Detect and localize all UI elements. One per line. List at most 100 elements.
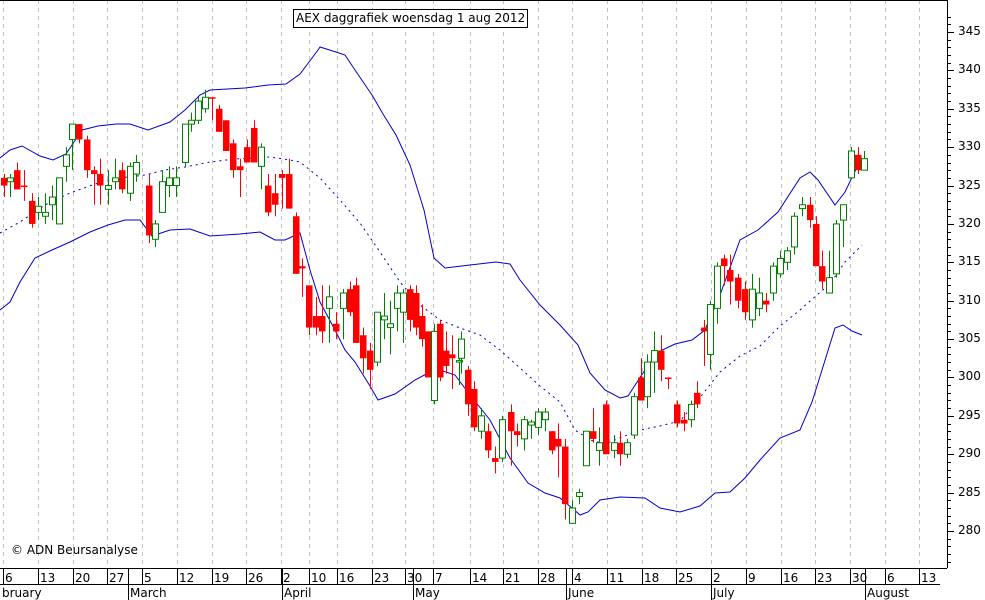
candles	[1, 89, 868, 524]
candle	[555, 423, 562, 478]
candle	[807, 197, 814, 228]
candle	[763, 293, 770, 313]
candle	[159, 170, 166, 213]
candle	[112, 158, 119, 190]
candle	[400, 289, 407, 343]
candle	[514, 423, 521, 447]
candle	[333, 312, 340, 340]
candle	[166, 166, 173, 198]
y-tick-label: 280	[958, 523, 981, 537]
y-tick-label: 285	[958, 484, 981, 499]
candle	[152, 220, 159, 247]
month-label: April	[284, 586, 312, 600]
x-tick-label: 28	[540, 571, 556, 585]
candle	[549, 431, 556, 455]
x-tick-label: 23	[817, 571, 833, 585]
candle	[651, 331, 658, 393]
candle	[230, 139, 237, 178]
candle	[596, 427, 603, 466]
candle	[265, 174, 272, 217]
candle	[367, 342, 374, 389]
candle	[707, 300, 714, 370]
month-label: March	[130, 586, 167, 600]
candle	[127, 162, 134, 201]
candle	[590, 408, 597, 443]
x-tick-label: 16	[783, 571, 799, 585]
x-axis-ticks	[3, 568, 920, 600]
candle	[603, 400, 610, 455]
candle	[735, 273, 742, 309]
candle	[749, 273, 756, 328]
x-tick-label: 11	[609, 571, 625, 585]
candle	[492, 446, 499, 474]
candle	[419, 304, 426, 347]
month-label: June	[568, 586, 595, 600]
x-tick-label: 12	[179, 571, 195, 585]
candle	[631, 392, 638, 439]
candle	[216, 104, 223, 132]
candle	[535, 408, 542, 436]
x-tick-label: 26	[248, 571, 264, 585]
x-tick-label: 7	[435, 571, 443, 585]
candle	[508, 404, 515, 466]
candle	[721, 254, 728, 286]
candle	[173, 166, 180, 198]
candle	[413, 285, 420, 336]
candle	[14, 162, 21, 190]
x-tick-label: 2	[713, 571, 721, 585]
candle	[7, 174, 14, 198]
candle	[251, 120, 258, 163]
candle	[681, 412, 688, 432]
candle	[195, 97, 202, 125]
x-tick-label: 20	[75, 571, 91, 585]
candle	[381, 293, 388, 340]
x-tick-label: 23	[374, 571, 390, 585]
candle	[485, 423, 492, 459]
x-tick-label: 13	[921, 571, 937, 585]
candle	[35, 197, 42, 221]
candle	[855, 147, 862, 175]
candle	[188, 112, 195, 132]
candle	[56, 177, 63, 225]
x-tick-label: 21	[505, 571, 521, 585]
y-tick-label: 305	[958, 331, 981, 346]
axes	[0, 0, 948, 585]
candle	[360, 327, 367, 374]
y-tick-label: 345	[958, 24, 981, 38]
candle	[688, 400, 695, 428]
x-tick-label: 30	[407, 571, 423, 585]
chart-title: AEX daggrafiek woensdag 1 aug 2012	[293, 9, 529, 28]
x-tick-label: 13	[40, 571, 56, 585]
x-tick-label: 25	[678, 571, 694, 585]
y-tick-label: 325	[958, 177, 981, 192]
candle	[813, 216, 820, 267]
x-tick-label: 14	[472, 571, 488, 585]
x-tick-label: 19	[214, 571, 230, 585]
candle	[562, 438, 569, 520]
candle	[76, 124, 83, 144]
candle	[374, 311, 381, 366]
candle	[465, 365, 472, 416]
candle	[313, 296, 320, 336]
candle	[569, 500, 576, 524]
candle	[223, 120, 230, 151]
candle	[425, 331, 432, 378]
candle	[861, 150, 868, 171]
y-tick-label: 335	[958, 100, 981, 115]
candle	[437, 319, 444, 382]
y-tick-label: 320	[958, 215, 981, 230]
candle	[583, 430, 590, 467]
x-tick-label: 6	[887, 571, 895, 585]
candle	[665, 377, 672, 389]
candle	[49, 185, 56, 221]
x-tick-label: 16	[339, 571, 355, 585]
candle	[42, 193, 49, 224]
candle	[133, 154, 140, 182]
candle	[353, 277, 360, 343]
candle	[617, 431, 624, 466]
x-tick-label: 30	[852, 571, 868, 585]
candle	[84, 135, 91, 178]
month-label: May	[415, 586, 440, 600]
x-tick-label: 4	[574, 571, 582, 585]
